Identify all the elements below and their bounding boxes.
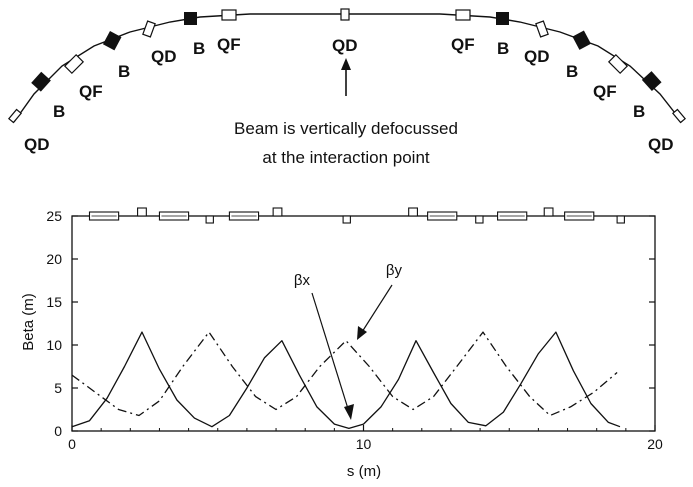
betay-curve [71, 331, 618, 417]
qd-magnet [535, 20, 549, 38]
y-tick-label: 0 [54, 423, 62, 439]
element-label: QD [648, 135, 674, 154]
focusing-quad-block [408, 207, 418, 217]
y-tick-label: 20 [46, 251, 62, 267]
dipole-magnet [641, 71, 662, 91]
qd-magnet [142, 20, 156, 38]
qd-magnet-left-end [7, 108, 23, 124]
defocusing-quad-block [342, 215, 351, 224]
qf-magnet [221, 9, 237, 21]
dipole-magnet [102, 31, 122, 51]
betax-annotation: βx [294, 272, 354, 420]
defocusing-quad-block [205, 215, 214, 224]
y-tick-label: 10 [46, 337, 62, 353]
element-label: QF [217, 35, 241, 54]
betax-curve [71, 331, 621, 430]
arrow-note-line-1: Beam is vertically defocussed [234, 119, 458, 138]
defocusing-quad-block [475, 215, 484, 224]
qf-magnet [455, 9, 471, 21]
qd-magnet-right-end [671, 108, 687, 124]
beta-plot: 0 5 10 15 20 25 0 10 20 Beta (m) s (m) βx βy [20, 207, 663, 480]
betax-arrowhead [344, 404, 354, 420]
element-label: QD [24, 135, 50, 154]
x-axis-ticks: 0 10 20 [68, 425, 663, 452]
focusing-quad-block [272, 207, 283, 217]
y-tick-label: 15 [46, 294, 62, 310]
element-label: QF [79, 82, 103, 101]
element-label: QD [151, 47, 177, 66]
dipole-magnet [31, 71, 51, 92]
element-label: B [566, 62, 578, 81]
dipole-magnet [572, 30, 591, 50]
element-label: QD [524, 47, 550, 66]
qf-magnet [63, 53, 85, 75]
element-label: B [497, 39, 509, 58]
betay-arrow [361, 284, 393, 333]
series-layer [71, 331, 621, 430]
element-label: B [193, 39, 205, 58]
element-label: QF [451, 35, 475, 54]
x-axis-label: s (m) [347, 463, 381, 480]
betay-arrowhead [357, 326, 367, 340]
element-label: QD [332, 36, 358, 55]
element-label: B [53, 102, 65, 121]
betax-label: βx [294, 272, 311, 289]
focusing-quad-block [543, 207, 554, 217]
betay-label: βy [386, 262, 403, 279]
betay-annotation: βy [357, 262, 403, 340]
betax-arrow [311, 292, 350, 413]
plot-frame [71, 215, 656, 432]
interaction-point-arrowhead [341, 58, 351, 70]
defocusing-quad-block [616, 215, 625, 224]
x-tick-label: 10 [356, 436, 372, 452]
x-tick-label: 20 [647, 436, 663, 452]
element-label: B [118, 62, 130, 81]
x-tick-label: 0 [68, 436, 76, 452]
element-label: QF [593, 82, 617, 101]
lattice-diagram: QD B QF B QD B QF QD QF B QD B QF B QD B… [7, 8, 687, 167]
y-tick-label: 25 [46, 208, 62, 224]
qf-magnet [607, 53, 629, 75]
y-axis-label: Beta (m) [20, 293, 37, 351]
element-label: B [633, 102, 645, 121]
dipole-magnet [496, 12, 509, 25]
magnet-strip [72, 207, 655, 224]
focusing-quad-block [137, 207, 147, 217]
y-axis-ticks: 0 5 10 15 20 25 [46, 208, 655, 439]
dipole-magnet [184, 12, 197, 25]
y-tick-label: 5 [54, 380, 62, 396]
qd-magnet-center [340, 8, 350, 21]
arrow-note-line-2: at the interaction point [262, 148, 430, 167]
